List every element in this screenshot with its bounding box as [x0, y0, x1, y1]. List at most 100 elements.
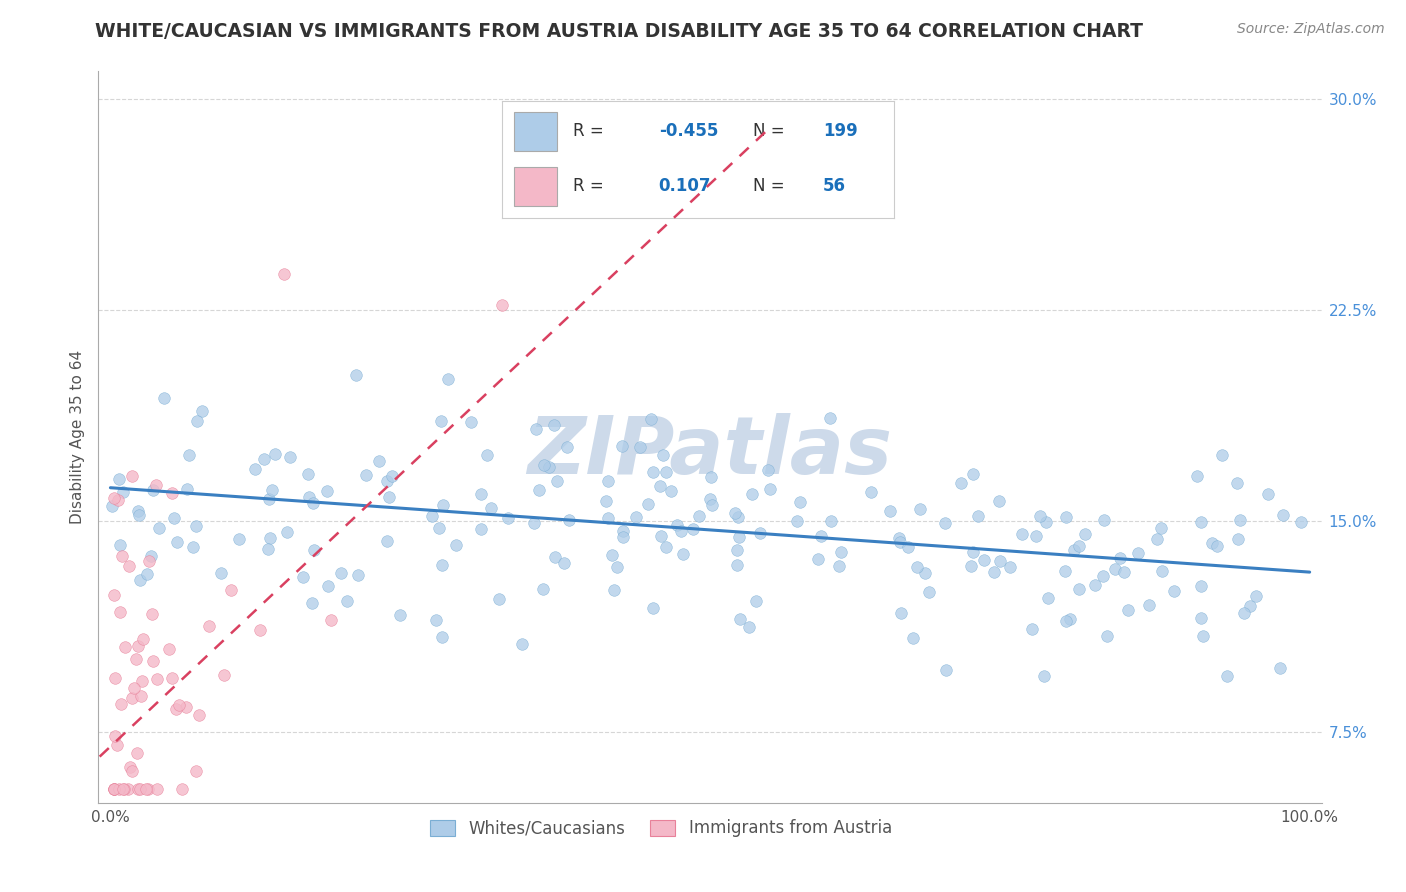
Point [531, 582, 554, 596]
Point [700, 469, 723, 483]
Point [121, 691, 143, 706]
Point [1035, 515, 1057, 529]
Point [1229, 513, 1251, 527]
Point [228, 532, 250, 546]
Point [110, 698, 132, 712]
Point [1189, 611, 1212, 625]
Point [427, 521, 450, 535]
Point [558, 513, 581, 527]
Point [1289, 515, 1312, 529]
Point [603, 583, 626, 598]
Point [786, 514, 808, 528]
Point [655, 465, 678, 479]
Point [460, 415, 482, 429]
Point [612, 530, 634, 544]
Point [381, 469, 404, 483]
Point [724, 506, 747, 520]
Point [157, 641, 180, 656]
Point [596, 511, 619, 525]
Point [110, 538, 132, 552]
Point [983, 566, 1005, 580]
Point [118, 559, 141, 574]
Point [665, 517, 688, 532]
Point [1233, 607, 1256, 621]
Point [491, 298, 513, 312]
Point [127, 504, 149, 518]
Point [1205, 540, 1227, 554]
Point [1032, 669, 1054, 683]
Point [1227, 532, 1250, 546]
Point [1074, 527, 1097, 541]
Point [908, 501, 931, 516]
Point [889, 534, 911, 549]
Point [887, 532, 910, 546]
Point [278, 450, 301, 464]
Point [291, 570, 314, 584]
Point [672, 547, 695, 561]
Point [1150, 564, 1173, 578]
Point [148, 521, 170, 535]
Point [758, 483, 780, 497]
Point [727, 543, 749, 558]
Point [256, 542, 278, 557]
Point [169, 698, 191, 713]
Point [897, 541, 920, 555]
Point [131, 674, 153, 689]
Point [103, 781, 125, 796]
Point [669, 524, 692, 538]
Point [830, 544, 852, 558]
Point [628, 440, 651, 454]
Point [1187, 469, 1209, 483]
Point [432, 498, 454, 512]
Point [142, 655, 165, 669]
Point [640, 412, 662, 426]
Point [163, 511, 186, 525]
Point [606, 559, 628, 574]
Point [346, 567, 368, 582]
Point [111, 549, 134, 563]
Point [1146, 532, 1168, 546]
Point [682, 522, 704, 536]
Point [538, 459, 561, 474]
Point [184, 764, 207, 778]
Point [179, 448, 201, 462]
Point [1239, 599, 1261, 613]
Point [420, 508, 443, 523]
Point [184, 519, 207, 533]
Point [643, 466, 665, 480]
Point [553, 556, 575, 570]
Point [935, 663, 957, 677]
Point [108, 472, 131, 486]
Point [425, 613, 447, 627]
Point [470, 522, 492, 536]
Point [135, 781, 157, 796]
Point [166, 535, 188, 549]
Point [1201, 535, 1223, 549]
Point [430, 558, 453, 572]
Point [1189, 515, 1212, 529]
Point [595, 494, 617, 508]
Point [101, 499, 124, 513]
Point [104, 729, 127, 743]
Point [641, 601, 664, 615]
Point [1054, 509, 1077, 524]
Text: Source: ZipAtlas.com: Source: ZipAtlas.com [1237, 22, 1385, 37]
Point [612, 524, 634, 539]
Point [496, 511, 519, 525]
Point [1216, 669, 1239, 683]
Point [107, 493, 129, 508]
Point [1021, 622, 1043, 636]
Legend: Whites/Caucasians, Immigrants from Austria: Whites/Caucasians, Immigrants from Austr… [422, 811, 900, 846]
Point [375, 474, 398, 488]
Point [533, 458, 555, 472]
Point [1189, 579, 1212, 593]
Text: ZIPatlas: ZIPatlas [527, 413, 893, 491]
Point [959, 559, 981, 574]
Point [1054, 614, 1077, 628]
Point [276, 524, 298, 539]
Point [1069, 582, 1091, 597]
Point [112, 781, 135, 796]
Point [828, 559, 851, 574]
Point [160, 671, 183, 685]
Point [1211, 448, 1233, 462]
